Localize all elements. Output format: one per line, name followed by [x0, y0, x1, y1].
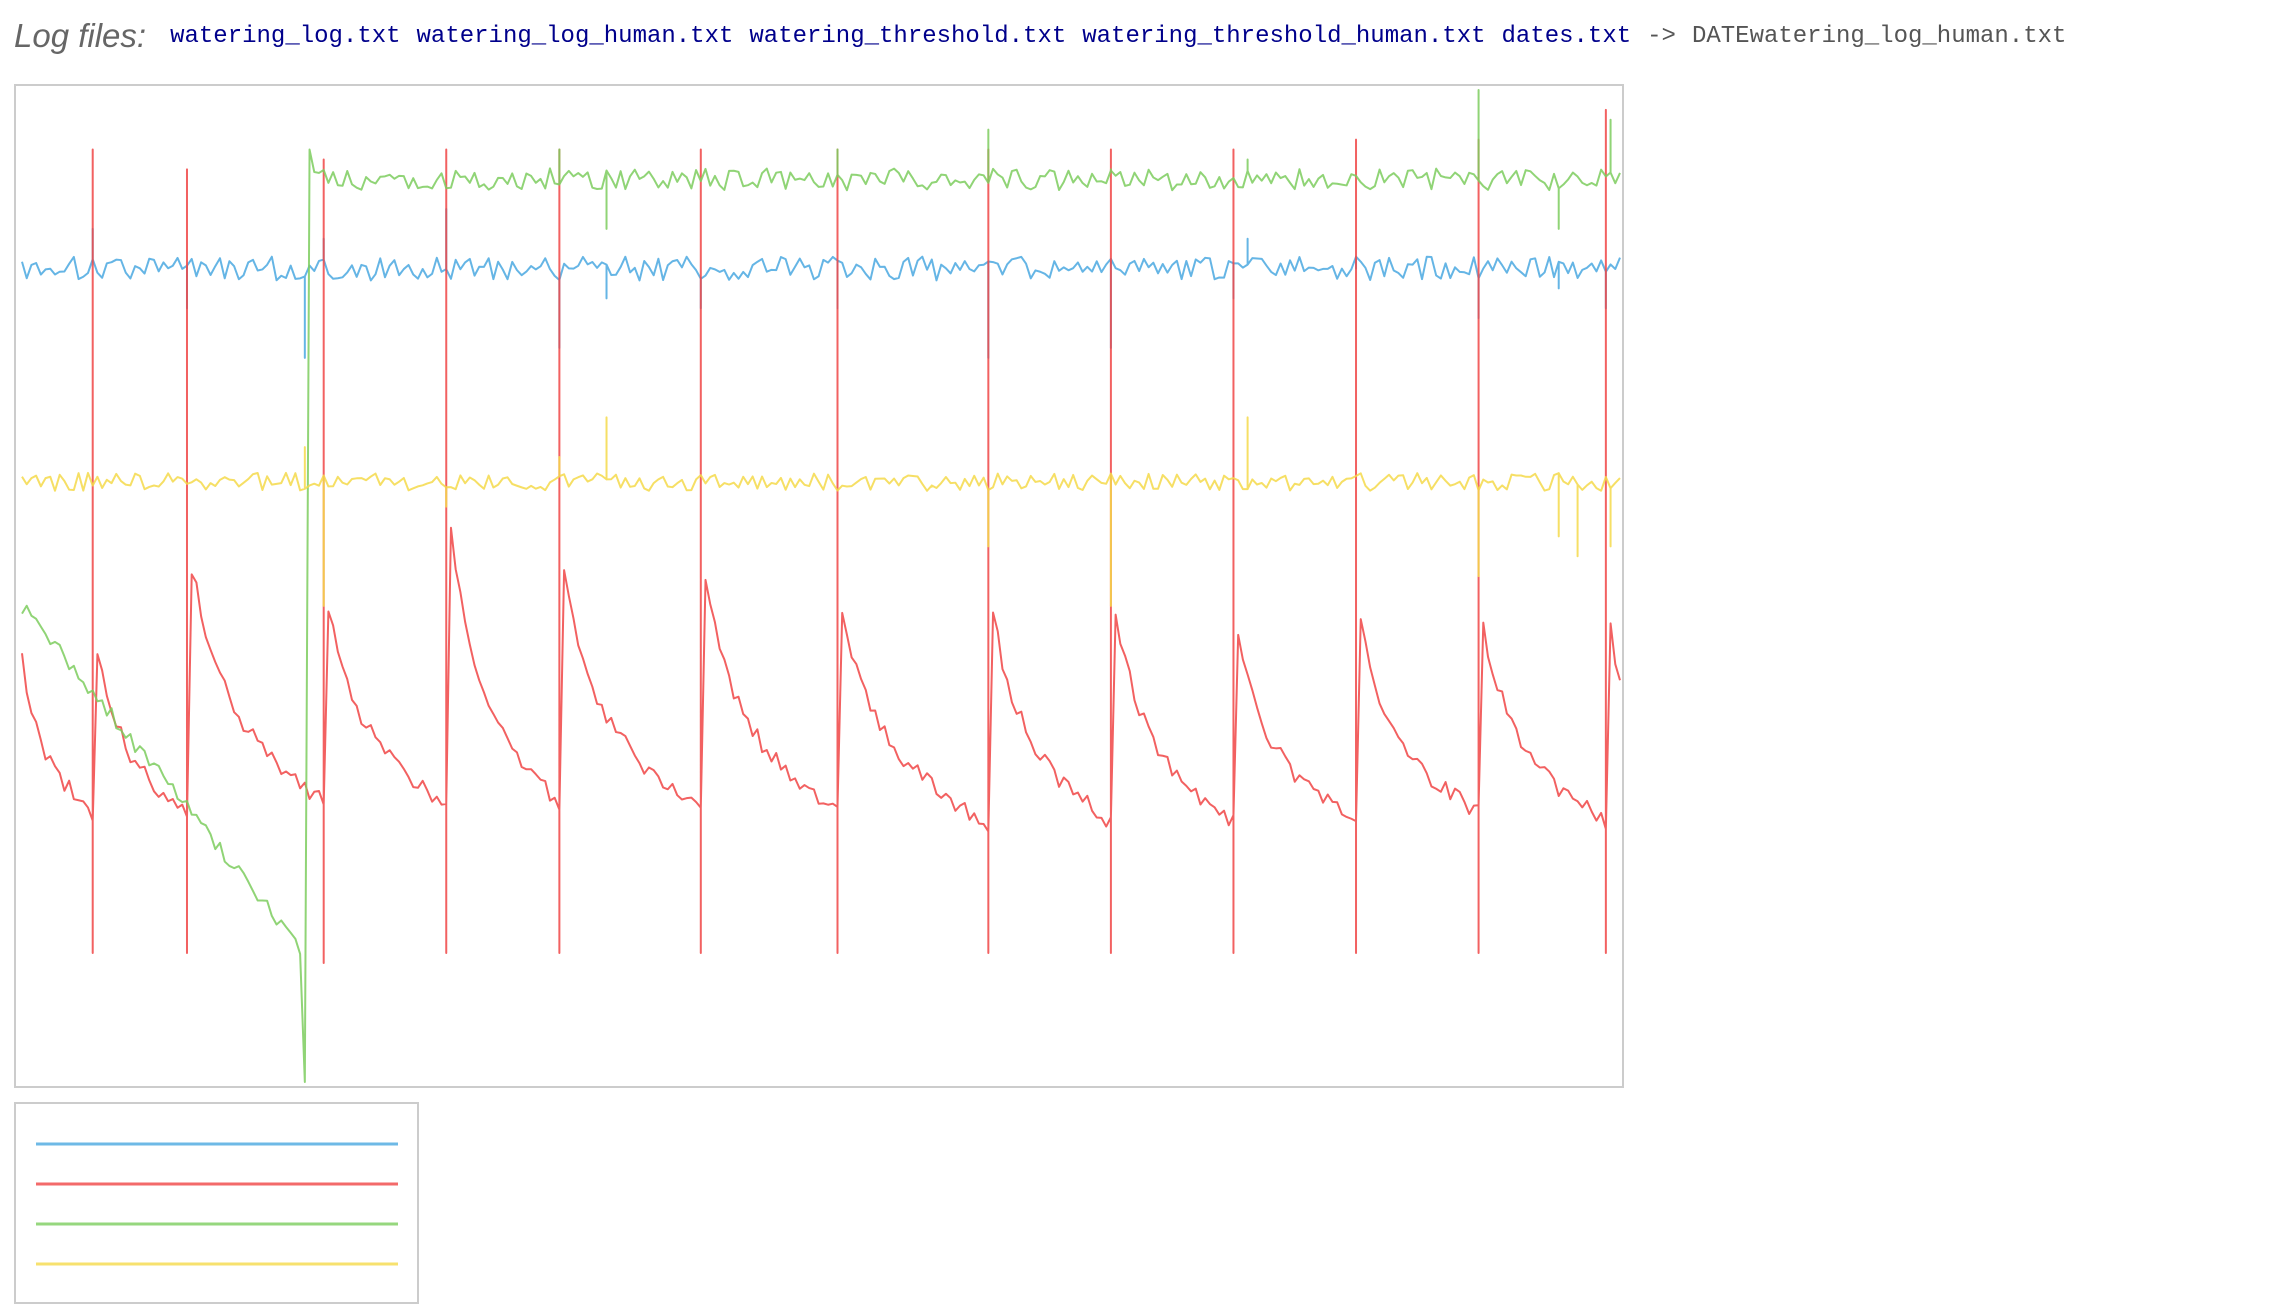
- file-link-watering-log-human[interactable]: watering_log_human.txt: [416, 22, 734, 50]
- series-line-3: [21, 89, 1621, 1083]
- legend-swatches: [36, 1142, 398, 1266]
- file-link-watering-threshold-human[interactable]: watering_threshold_human.txt: [1082, 22, 1486, 50]
- series-line-1: [21, 208, 1621, 359]
- series-line-4: [21, 416, 1621, 607]
- file-link-watering-log[interactable]: watering_log.txt: [170, 22, 401, 50]
- output-file-name: DATEwatering_log_human.txt: [1691, 22, 2067, 50]
- file-link-watering-threshold[interactable]: watering_threshold.txt: [749, 22, 1067, 50]
- chart-container: [14, 84, 1624, 1088]
- log-files-header: Log files: watering_log.txt watering_log…: [14, 8, 2066, 64]
- line-chart: [21, 89, 1621, 1083]
- log-files-label: Log files:: [14, 17, 147, 54]
- legend: [14, 1102, 419, 1304]
- arrow-separator: ->: [1647, 22, 1676, 50]
- series-line-2: [21, 108, 1621, 964]
- file-link-dates[interactable]: dates.txt: [1501, 22, 1632, 50]
